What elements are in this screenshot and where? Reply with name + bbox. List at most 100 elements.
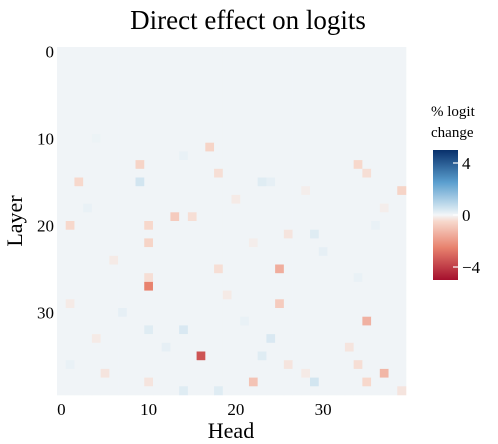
heatmap-cell: [327, 238, 337, 248]
heatmap-cell: [91, 308, 101, 317]
heatmap-cell: [196, 386, 206, 396]
heatmap-cell: [83, 325, 93, 335]
heatmap-cell: [362, 99, 372, 109]
heatmap-cell: [275, 255, 285, 265]
heatmap-cell: [266, 194, 276, 204]
heatmap-cell: [83, 125, 93, 135]
heatmap-cell: [57, 64, 67, 74]
heatmap-cell: [336, 316, 346, 326]
heatmap-cell: [240, 325, 250, 335]
x-axis-ticks: 0 10 20 30: [57, 400, 331, 419]
heatmap-cell: [231, 229, 241, 239]
heatmap-cell: [388, 107, 398, 117]
heatmap-cell: [266, 264, 276, 274]
heatmap-cell: [371, 186, 381, 196]
heatmap-cell: [388, 99, 398, 109]
heatmap-cell: [179, 316, 189, 326]
heatmap-cell: [57, 81, 67, 91]
heatmap-cell: [187, 116, 197, 126]
heatmap-cell: [126, 299, 136, 309]
heatmap-cell: [275, 308, 285, 317]
heatmap-cell: [170, 125, 180, 135]
heatmap-cell: [196, 273, 206, 283]
heatmap-cell: [118, 64, 128, 74]
heatmap-cell: [353, 255, 363, 265]
heatmap-cell: [301, 273, 311, 283]
heatmap-cell: [397, 90, 407, 100]
heatmap-cell: [222, 81, 232, 91]
heatmap-cell: [170, 177, 180, 187]
heatmap-cell: [205, 203, 215, 213]
heatmap-cell: [135, 238, 145, 248]
heatmap-cell: [91, 238, 101, 248]
heatmap-cell: [318, 229, 328, 239]
heatmap-cell: [344, 168, 354, 178]
heatmap-cell: [371, 308, 381, 317]
heatmap-cell: [292, 281, 302, 291]
heatmap-cell: [196, 151, 206, 161]
heatmap-cell: [310, 125, 320, 135]
heatmap-cell: [100, 290, 110, 300]
heatmap-cell: [301, 142, 311, 152]
heatmap-cell: [109, 134, 119, 143]
heatmap-cell: [65, 177, 75, 187]
heatmap-cell: [135, 377, 145, 387]
heatmap-cell: [336, 81, 346, 91]
heatmap-cell: [240, 90, 250, 100]
heatmap-cell: [275, 334, 285, 344]
heatmap-cell: [353, 90, 363, 100]
heatmap-cell: [283, 273, 293, 283]
heatmap-cell: [57, 325, 67, 335]
heatmap-cell: [310, 177, 320, 187]
heatmap-cell: [310, 142, 320, 152]
heatmap-cell: [257, 116, 267, 126]
heatmap-cell: [362, 273, 372, 283]
heatmap-cell: [336, 360, 346, 370]
heatmap-cell: [344, 308, 354, 317]
heatmap-cell: [100, 255, 110, 265]
heatmap-cell: [152, 221, 162, 230]
heatmap-cell: [196, 342, 206, 352]
heatmap-cell: [170, 212, 180, 222]
heatmap-cell: [292, 299, 302, 309]
heatmap-cell: [74, 255, 84, 265]
heatmap-cell: [65, 290, 75, 300]
heatmap-cell: [388, 90, 398, 100]
heatmap-cell: [301, 334, 311, 344]
heatmap-cell: [196, 281, 206, 291]
heatmap-cell: [109, 203, 119, 213]
heatmap-cell: [248, 281, 258, 291]
heatmap-cell: [275, 360, 285, 370]
heatmap-cell: [152, 116, 162, 126]
heatmap-cell: [310, 64, 320, 74]
heatmap-cell: [214, 221, 224, 230]
heatmap-cell: [152, 368, 162, 378]
heatmap-cell: [240, 368, 250, 378]
heatmap-cell: [187, 81, 197, 91]
heatmap-cell: [222, 386, 232, 396]
heatmap-cell: [310, 325, 320, 335]
heatmap-cell: [91, 64, 101, 74]
heatmap-cell: [187, 64, 197, 74]
heatmap-cell: [301, 134, 311, 143]
heatmap-cell: [222, 186, 232, 196]
heatmap-cell: [336, 273, 346, 283]
heatmap-cell: [74, 203, 84, 213]
heatmap-cell: [214, 247, 224, 257]
heatmap-cell: [310, 186, 320, 196]
heatmap-cell: [327, 308, 337, 317]
heatmap-cell: [74, 264, 84, 274]
heatmap-cell: [353, 281, 363, 291]
heatmap-cell: [161, 247, 171, 257]
heatmap-cell: [240, 342, 250, 352]
heatmap-cell: [179, 47, 189, 56]
heatmap-cell: [301, 186, 311, 196]
heatmap-cell: [371, 255, 381, 265]
heatmap-cell: [397, 273, 407, 283]
heatmap-cell: [344, 73, 354, 83]
heatmap-cell: [327, 316, 337, 326]
heatmap-cell: [91, 281, 101, 291]
heatmap-cell: [344, 360, 354, 370]
heatmap-cell: [353, 342, 363, 352]
